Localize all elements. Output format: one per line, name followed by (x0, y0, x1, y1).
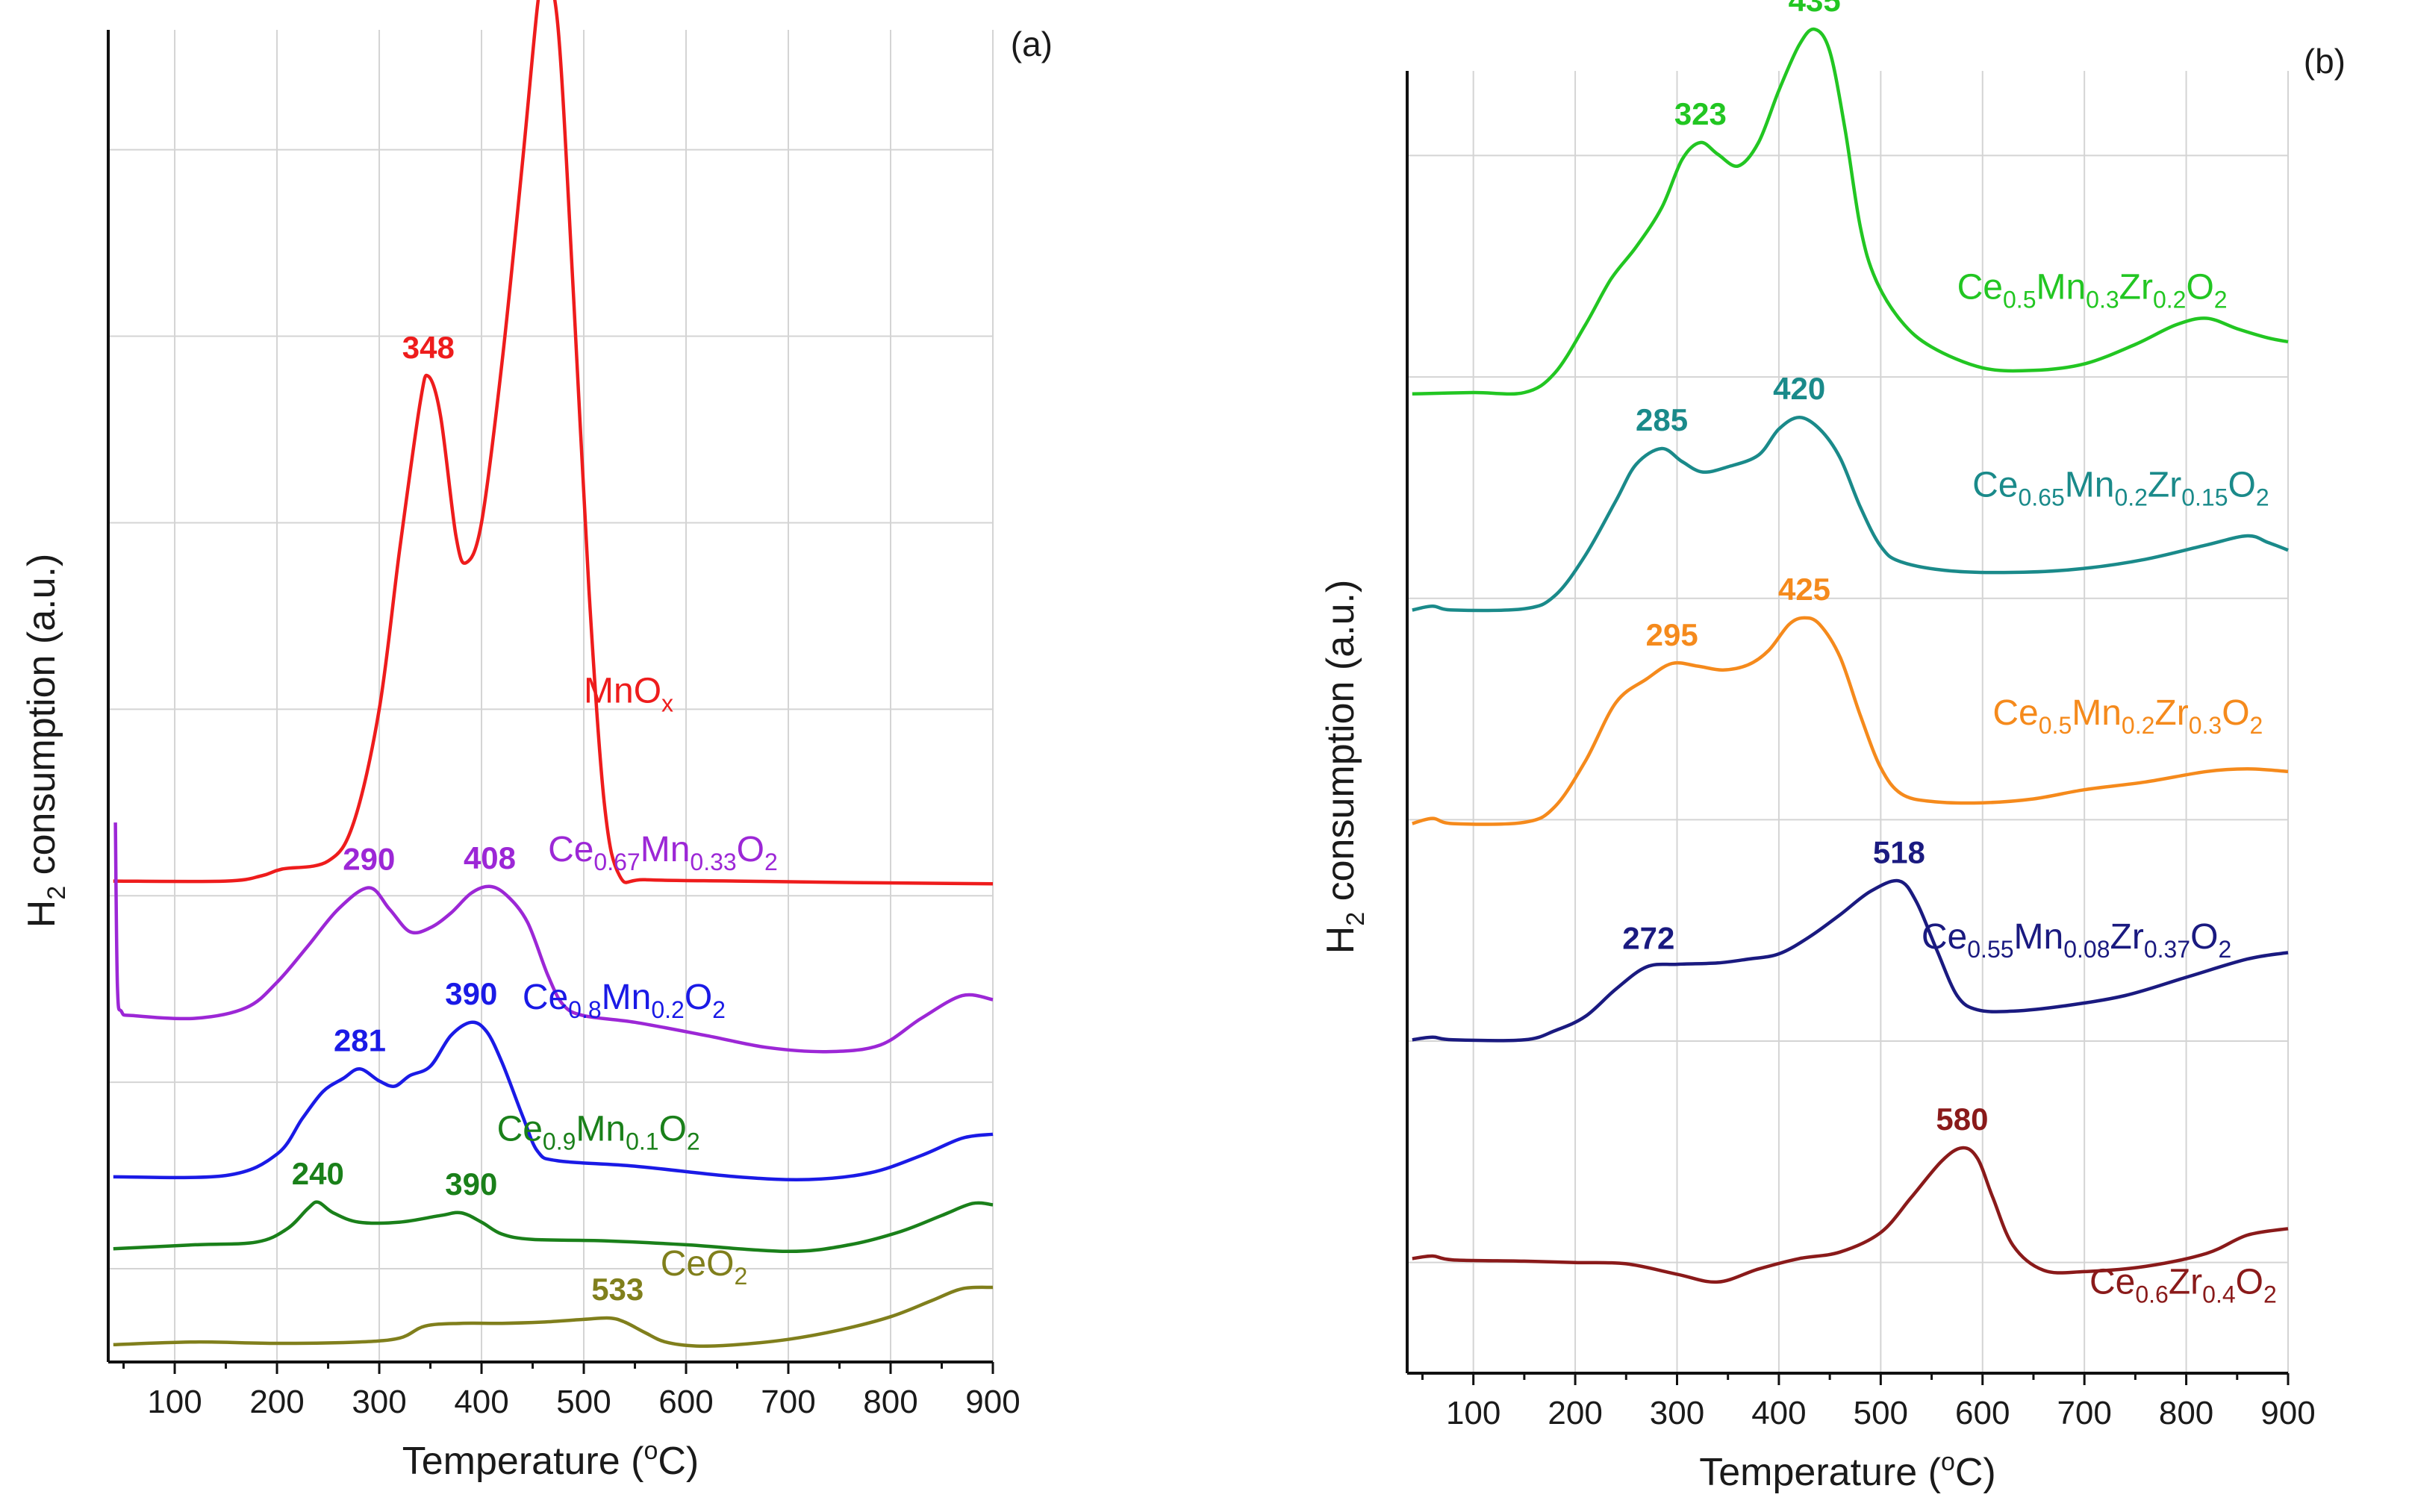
peak-label: 435 (1789, 0, 1841, 18)
x-tick-label: 100 (147, 1384, 202, 1420)
grid (108, 30, 994, 1362)
x-tick-label: 900 (965, 1384, 1020, 1420)
series-Ce0.5Mn0.2Zr0.3O2: 295 425 Ce0.5Mn0.2Zr0.3O2 (1412, 572, 2289, 826)
peak-label: 580 (1936, 1102, 1988, 1137)
x-tick-label: 800 (2159, 1395, 2213, 1431)
x-tick-label: 700 (761, 1384, 815, 1420)
series-CeO2: 533 CeO2 (113, 1244, 994, 1349)
x-tick-label: 500 (1854, 1395, 1908, 1431)
series-line (113, 1285, 994, 1349)
series-label: Ce0.5Mn0.2Zr0.3O2 (1992, 693, 2263, 739)
peak-label: 240 (292, 1156, 344, 1191)
series-line (113, 1200, 994, 1254)
x-tick-label: 300 (352, 1384, 406, 1420)
peak-label: 323 (1674, 96, 1727, 131)
x-axis-title: Temperature (oC) (1699, 1448, 1995, 1494)
series-Ce0.6Zr0.4O2: 580 Ce0.6Zr0.4O2 (1412, 1102, 2289, 1308)
x-tick-label: 800 (863, 1384, 917, 1420)
series-line (1412, 415, 2289, 613)
peak-label: 348 (402, 330, 455, 365)
series-line (113, 0, 994, 886)
panel-a-chart: 100 200 300 400 500 600 700 800 900 Temperature (… (20, 0, 1053, 1483)
series-label: Ce0.9Mn0.1O2 (497, 1110, 700, 1155)
series-line (113, 822, 994, 1054)
peak-label: 390 (445, 976, 497, 1011)
series-line (1412, 878, 2289, 1043)
x-tick-label: 400 (1751, 1395, 1806, 1431)
series-Ce0.65Mn0.2Zr0.15O2: 285 420 Ce0.65Mn0.2Zr0.15O2 (1412, 371, 2289, 613)
x-tick-label: 600 (658, 1384, 713, 1420)
x-tick-label: 900 (2260, 1395, 2315, 1431)
y-axis-title: H2 consumption (a.u.) (20, 554, 71, 928)
series-Ce0.67Mn0.33O2: 290 408 Ce0.67Mn0.33O2 (113, 822, 994, 1054)
peak-label: 425 (1778, 572, 1830, 607)
series-MnOx: 348462MnOx (113, 0, 994, 886)
x-tick-label: 200 (1548, 1395, 1602, 1431)
series-label: Ce0.6Zr0.4O2 (2089, 1263, 2277, 1308)
x-tick-label: 100 (1446, 1395, 1500, 1431)
peak-label: 295 (1646, 617, 1698, 652)
series-label: CeO2 (661, 1244, 748, 1290)
peak-label: 281 (334, 1022, 386, 1058)
series-line (1412, 616, 2289, 826)
panel-b-chart: 100 200 300 400 500 600 700 800 900 Temperature (… (1319, 0, 2346, 1494)
series-label: Ce0.8Mn0.2O2 (523, 978, 726, 1023)
series-label: MnOx (584, 671, 673, 716)
series-Ce0.8Mn0.2O2: 281 390 Ce0.8Mn0.2O2 (113, 976, 994, 1181)
x-tick-label: 300 (1650, 1395, 1704, 1431)
series-label: Ce0.65Mn0.2Zr0.15O2 (1972, 466, 2269, 511)
x-axis-title: Temperature (oC) (402, 1437, 699, 1483)
series-label: Ce0.5Mn0.3Zr0.2O2 (1957, 267, 2228, 313)
x-tick-label: 200 (249, 1384, 304, 1420)
y-axis-title: H2 consumption (a.u.) (1319, 580, 1370, 955)
peak-label: 272 (1622, 921, 1674, 956)
series-label: Ce0.67Mn0.33O2 (548, 830, 778, 875)
series-label: Ce0.55Mn0.08Zr0.37O2 (1922, 917, 2231, 963)
series-Ce0.5Mn0.3Zr0.2O2: 323 435 Ce0.5Mn0.3Zr0.2O2 (1412, 0, 2289, 396)
peak-label: 408 (464, 840, 516, 875)
panel-label: (a) (1011, 25, 1053, 63)
series-Ce0.55Mn0.08Zr0.37O2: 272 518 Ce0.55Mn0.08Zr0.37O2 (1412, 834, 2289, 1043)
peak-label: 518 (1873, 834, 1925, 869)
panel-label: (b) (2304, 42, 2346, 81)
series-line (1412, 1146, 2289, 1284)
peak-label: 533 (591, 1272, 643, 1307)
peak-label: 290 (343, 842, 395, 877)
series-line (113, 1020, 994, 1181)
x-tick-label: 700 (2057, 1395, 2111, 1431)
peak-label: 420 (1773, 371, 1825, 406)
series-line (1412, 27, 2289, 396)
peak-label: 285 (1636, 402, 1688, 437)
peak-label: 390 (445, 1166, 497, 1202)
x-tick-label: 500 (556, 1384, 611, 1420)
x-tick-label: 400 (454, 1384, 508, 1420)
x-tick-label: 600 (1955, 1395, 2010, 1431)
